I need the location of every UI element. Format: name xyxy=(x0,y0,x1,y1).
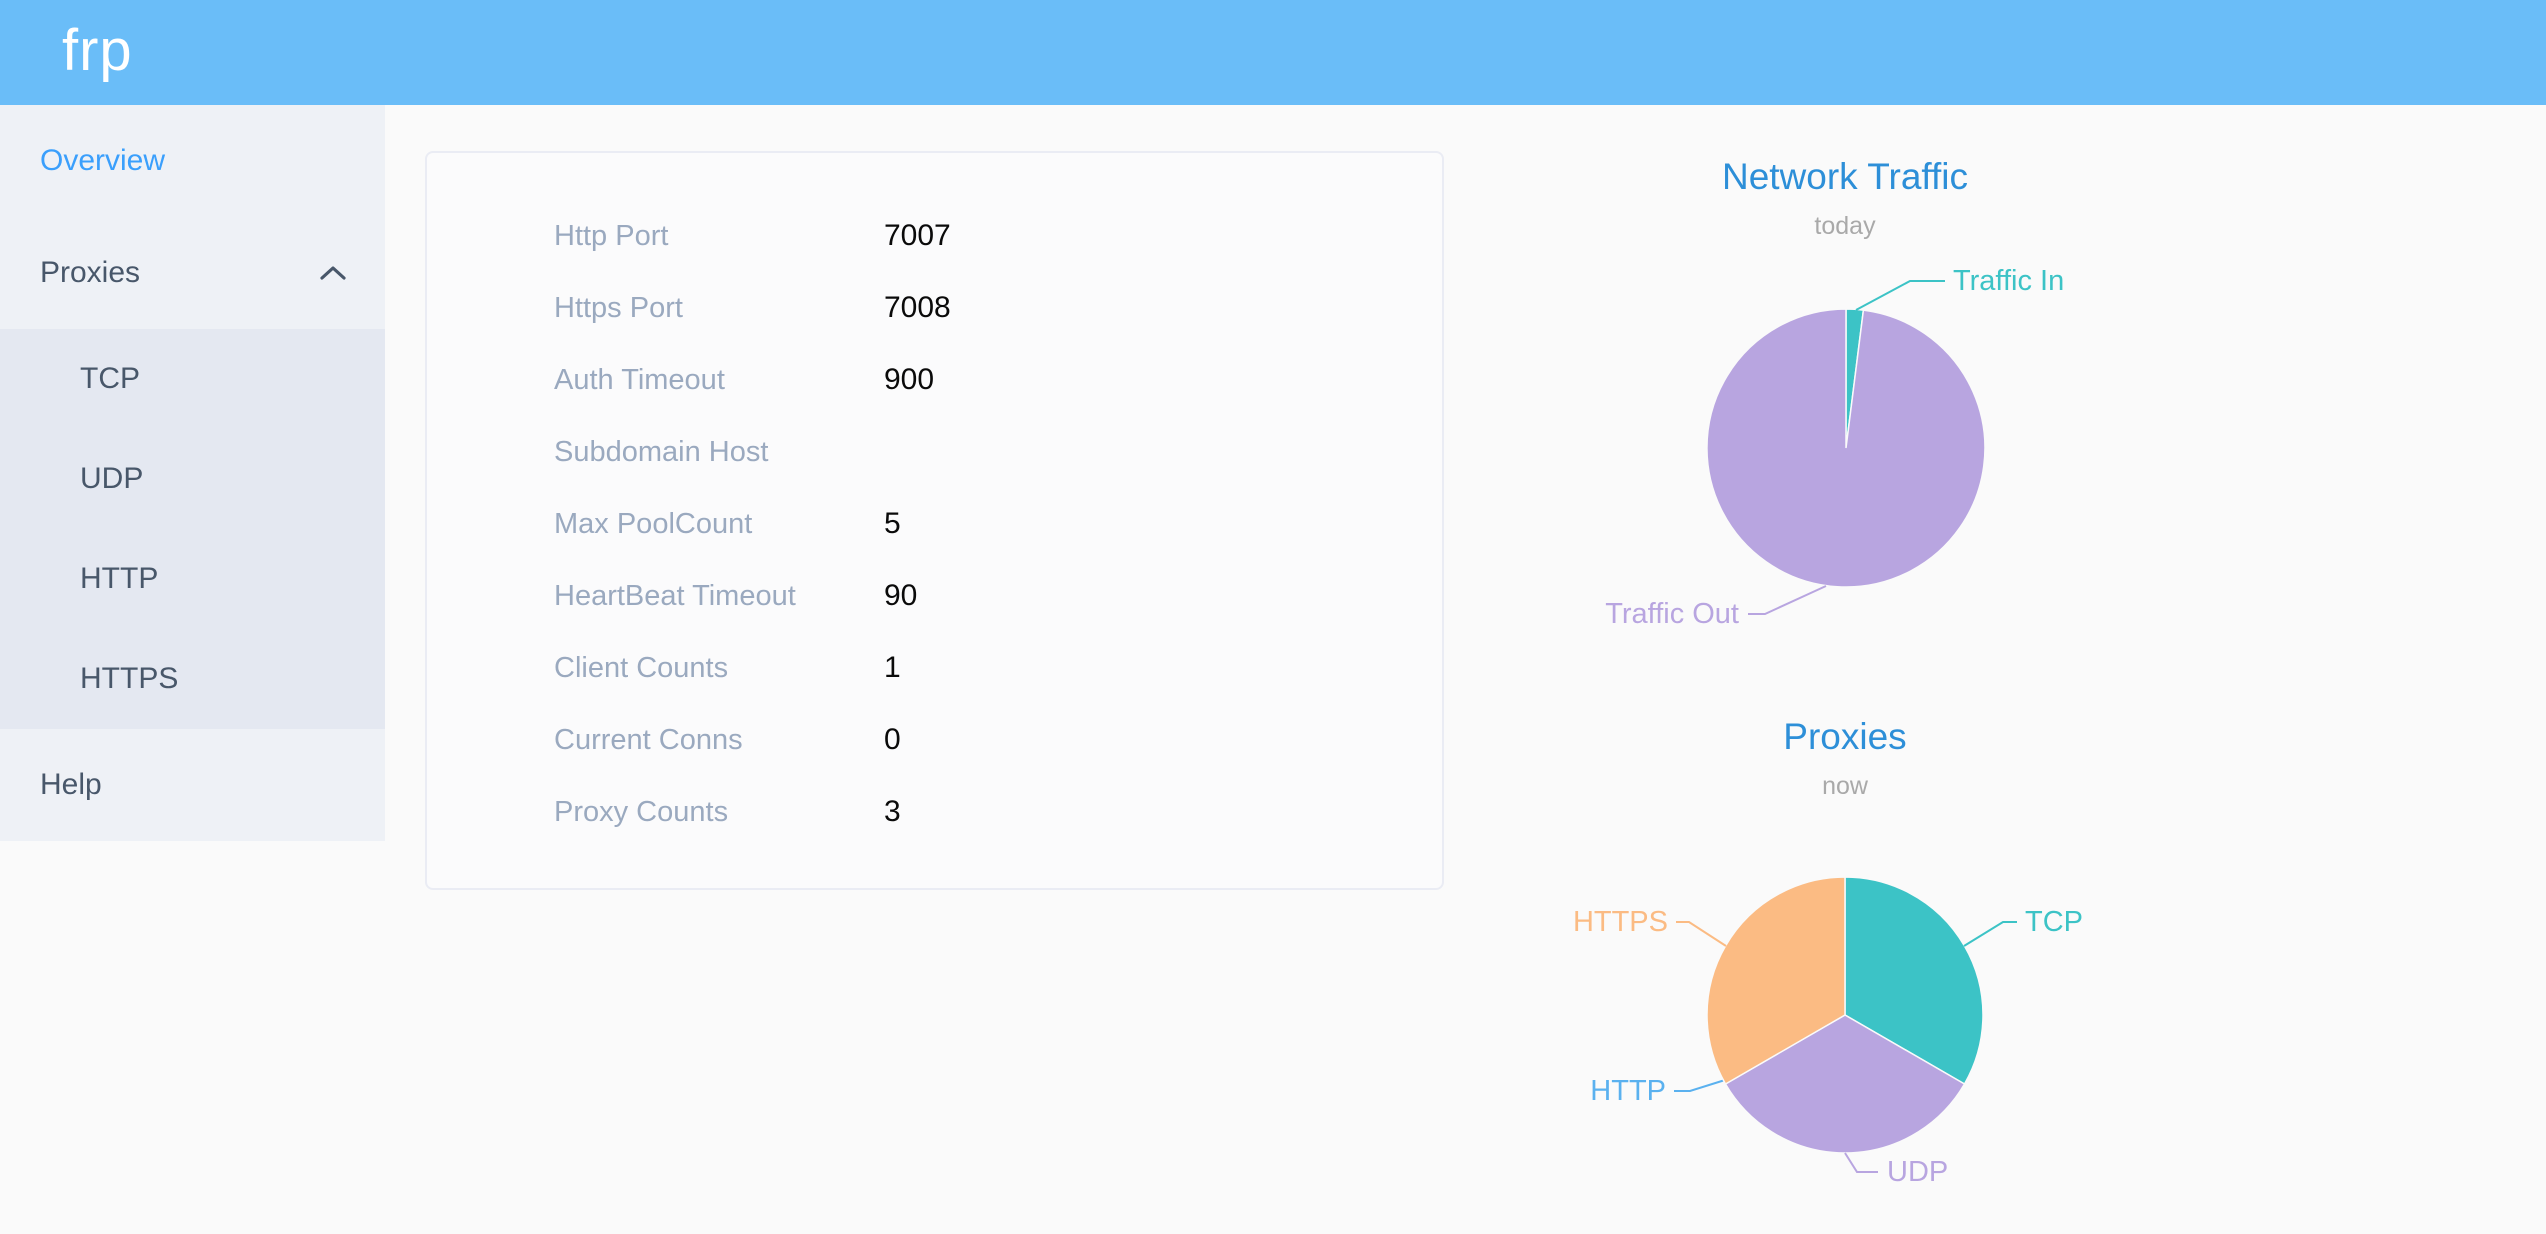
sidebar-item-http-label: HTTP xyxy=(80,562,159,595)
table-row: Http Port 7007 xyxy=(427,200,1442,272)
proxies-pie-chart: TCP UDP HTTP HTTPS xyxy=(1573,876,2083,1188)
sidebar-item-udp-label: UDP xyxy=(80,462,144,495)
sidebar-item-proxies-label: Proxies xyxy=(40,256,141,289)
pie-label-http: HTTP xyxy=(1590,1075,1666,1107)
proxies-chart-title: Proxies xyxy=(1783,716,1907,757)
table-row: HeartBeat Timeout 90 xyxy=(427,560,1442,632)
table-row: Proxy Counts 3 xyxy=(427,776,1442,848)
proxies-submenu: TCP UDP HTTP HTTPS xyxy=(0,329,385,729)
sidebar-item-proxies[interactable]: Proxies xyxy=(0,217,385,329)
sidebar-item-overview[interactable]: Overview xyxy=(0,105,385,217)
sidebar-item-overview-label: Overview xyxy=(40,144,166,177)
pie-label-udp: UDP xyxy=(1887,1156,1948,1188)
pie-slice-udp[interactable] xyxy=(1724,1014,1966,1154)
app-header: frp xyxy=(0,0,2546,105)
sidebar-item-tcp[interactable]: TCP xyxy=(0,329,385,429)
row-label: Proxy Counts xyxy=(554,796,729,828)
proxies-chart-header: Proxies now xyxy=(1445,716,2245,801)
row-label: Client Counts xyxy=(554,652,729,684)
label-line-traffic-out xyxy=(1748,585,1827,615)
label-line-http xyxy=(1674,1079,1726,1092)
row-label: Auth Timeout xyxy=(554,364,725,396)
row-label: Current Conns xyxy=(554,724,743,756)
sidebar-item-tcp-label: TCP xyxy=(80,362,140,395)
proxies-chart-subtitle: now xyxy=(1822,772,1868,800)
row-value: 0 xyxy=(884,723,901,756)
table-row: Client Counts 1 xyxy=(427,632,1442,704)
sidebar: Overview Proxies TCP UDP HTTP HTTPS Help xyxy=(0,105,385,841)
network-traffic-chart-header: Network Traffic today xyxy=(1445,156,2245,241)
row-label: HeartBeat Timeout xyxy=(554,580,796,612)
row-value: 5 xyxy=(884,507,901,540)
sidebar-item-https[interactable]: HTTPS xyxy=(0,629,385,729)
sidebar-item-help-label: Help xyxy=(40,768,102,801)
row-value: 90 xyxy=(884,579,918,612)
table-row: Subdomain Host xyxy=(427,416,1442,488)
network-traffic-chart-subtitle: today xyxy=(1814,212,1876,240)
table-row: Auth Timeout 900 xyxy=(427,344,1442,416)
row-label: Https Port xyxy=(554,292,683,324)
server-info-rows: Http Port 7007 Https Port 7008 Auth Time… xyxy=(427,200,1442,848)
label-line-https xyxy=(1676,921,1727,947)
pie-label-traffic-out: Traffic Out xyxy=(1605,598,1739,630)
row-value: 7007 xyxy=(884,219,951,252)
network-traffic-chart-title: Network Traffic xyxy=(1721,156,1969,197)
row-value: 3 xyxy=(884,795,901,828)
row-label: Http Port xyxy=(554,220,669,252)
row-value: 1 xyxy=(884,651,901,684)
sidebar-item-https-label: HTTPS xyxy=(80,662,179,695)
server-info-card: Http Port 7007 Https Port 7008 Auth Time… xyxy=(425,151,1444,890)
row-value: 900 xyxy=(884,363,935,396)
pie-label-https: HTTPS xyxy=(1573,906,1668,938)
label-line-udp xyxy=(1844,1152,1878,1173)
table-row: Https Port 7008 xyxy=(427,272,1442,344)
sidebar-item-udp[interactable]: UDP xyxy=(0,429,385,529)
table-row: Max PoolCount 5 xyxy=(427,488,1442,560)
row-label: Subdomain Host xyxy=(554,436,769,468)
sidebar-item-http[interactable]: HTTP xyxy=(0,529,385,629)
sidebar-item-help[interactable]: Help xyxy=(0,729,385,841)
table-row: Current Conns 0 xyxy=(427,704,1442,776)
label-line-tcp xyxy=(1963,921,2017,947)
app-logo: frp xyxy=(62,18,133,83)
row-label: Max PoolCount xyxy=(554,508,753,540)
pie-label-traffic-in: Traffic In xyxy=(1953,265,2064,297)
pie-slice-traffic-out[interactable] xyxy=(1706,308,1986,588)
label-line-traffic-in xyxy=(1855,280,1945,311)
chevron-up-icon[interactable] xyxy=(319,265,347,281)
pie-label-tcp: TCP xyxy=(2025,906,2083,938)
network-traffic-pie-chart: Traffic In Traffic Out xyxy=(1605,265,2064,630)
row-value: 7008 xyxy=(884,291,951,324)
